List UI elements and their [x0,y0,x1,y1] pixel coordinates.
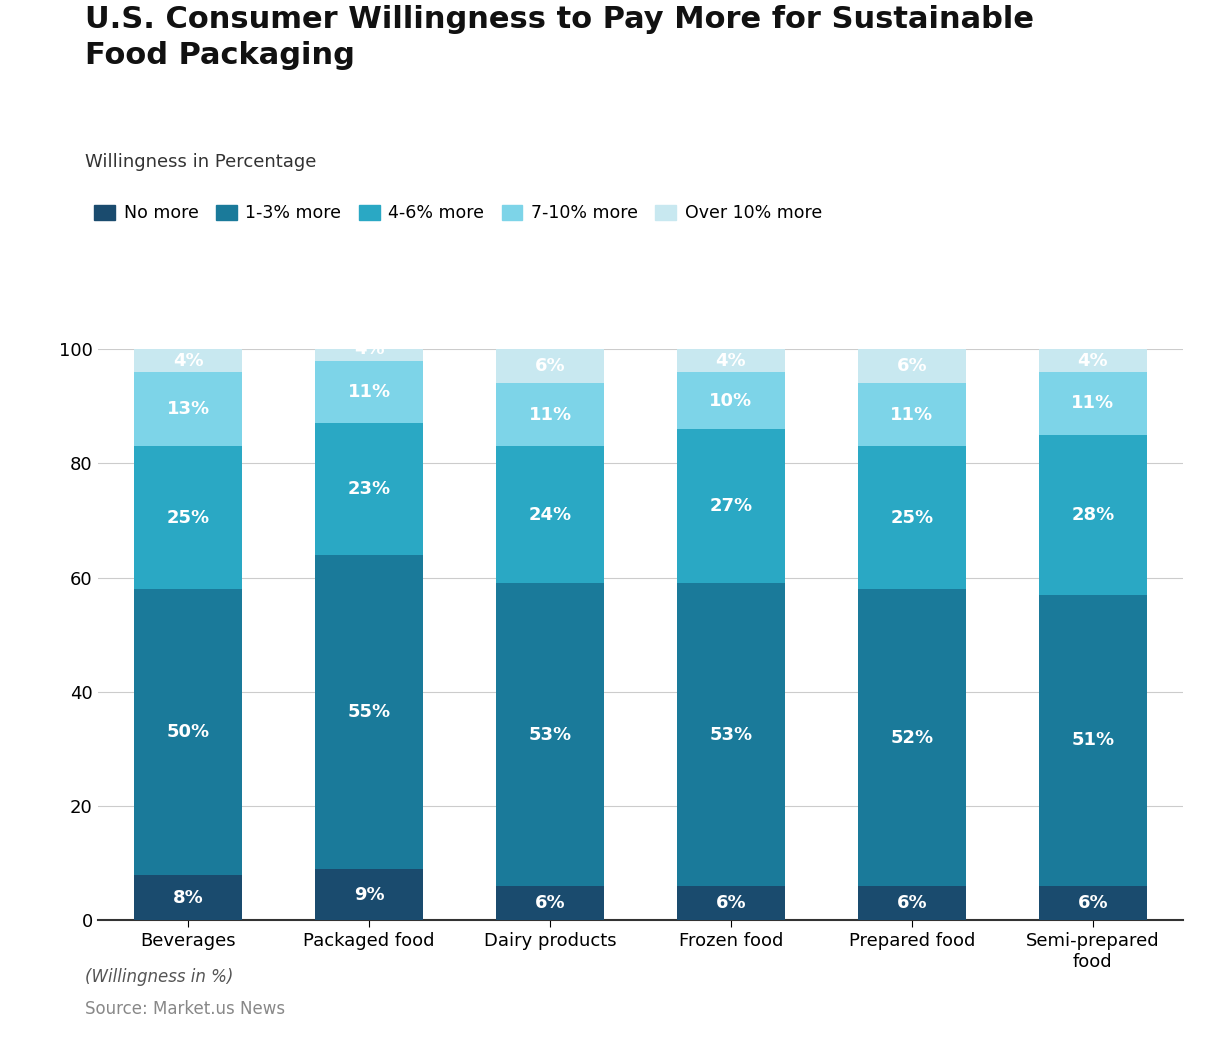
Bar [1038,435,1147,595]
Bar [495,446,604,583]
Bar [495,349,604,920]
Text: 13%: 13% [166,400,210,418]
Text: 53%: 53% [528,726,572,744]
Text: 11%: 11% [348,383,390,401]
Text: 25%: 25% [891,509,933,527]
Text: (Willingness in %): (Willingness in %) [85,968,234,986]
Text: 6%: 6% [1077,894,1108,912]
Bar [1038,349,1147,920]
Text: 25%: 25% [166,509,210,527]
Bar [858,589,966,887]
Text: 6%: 6% [897,894,927,912]
Bar [134,589,243,875]
Bar [495,349,604,383]
Text: 28%: 28% [1071,506,1115,524]
Bar [315,423,423,554]
Bar [134,349,243,372]
Text: 23%: 23% [348,480,390,498]
Bar [134,372,243,446]
Text: 10%: 10% [709,391,753,409]
Text: 9%: 9% [354,886,384,904]
Bar [315,338,423,361]
Bar [677,372,786,430]
Bar [677,349,786,920]
Bar [1038,372,1147,435]
Text: 52%: 52% [891,729,933,747]
Text: 11%: 11% [1071,395,1115,413]
Text: 51%: 51% [1071,731,1115,749]
Bar [315,349,423,920]
Bar [315,361,423,423]
Bar [1038,595,1147,887]
Bar [677,887,786,920]
Text: 55%: 55% [348,703,390,720]
Text: 50%: 50% [166,723,210,741]
Bar [858,349,966,920]
Bar [315,869,423,920]
Text: 6%: 6% [534,358,565,376]
Legend: No more, 1-3% more, 4-6% more, 7-10% more, Over 10% more: No more, 1-3% more, 4-6% more, 7-10% mor… [94,204,822,222]
Text: 4%: 4% [1077,351,1108,369]
Bar [495,583,604,887]
Text: 6%: 6% [897,358,927,376]
Bar [858,446,966,589]
Bar [677,430,786,583]
Text: Willingness in Percentage: Willingness in Percentage [85,153,317,171]
Text: 8%: 8% [173,889,204,907]
Bar [495,383,604,446]
Text: 11%: 11% [528,406,572,424]
Text: 27%: 27% [709,497,753,515]
Text: 6%: 6% [534,894,565,912]
Bar [858,349,966,383]
Bar [315,554,423,869]
Text: 4%: 4% [173,351,204,369]
Bar [1038,349,1147,372]
Text: 4%: 4% [354,340,384,359]
Bar [134,446,243,589]
Bar [134,349,243,920]
Bar [858,887,966,920]
Text: 24%: 24% [528,506,572,524]
Text: 6%: 6% [716,894,747,912]
Bar [858,383,966,446]
Text: 53%: 53% [709,726,753,744]
Text: 4%: 4% [716,351,747,369]
Text: U.S. Consumer Willingness to Pay More for Sustainable
Food Packaging: U.S. Consumer Willingness to Pay More fo… [85,5,1035,70]
Text: Source: Market.us News: Source: Market.us News [85,1000,285,1018]
Bar [677,583,786,887]
Bar [134,875,243,920]
Text: 11%: 11% [891,406,933,424]
Bar [1038,887,1147,920]
Bar [677,349,786,372]
Bar [495,887,604,920]
